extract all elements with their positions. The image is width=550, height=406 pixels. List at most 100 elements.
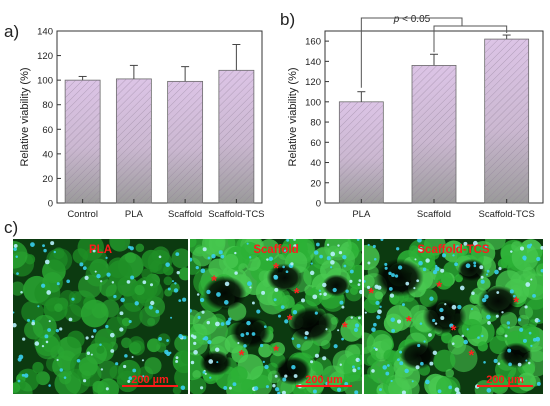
cell-nucleus xyxy=(202,247,207,252)
cell-cytoskeleton xyxy=(269,343,278,352)
cell-nucleus xyxy=(434,264,438,268)
cell-nucleus xyxy=(417,343,421,348)
cell-nucleus xyxy=(85,336,89,340)
cell-nucleus xyxy=(48,320,51,323)
y-axis-label-a: Relative viability (%) xyxy=(19,67,31,166)
cell-cytoskeleton xyxy=(517,314,530,327)
cell-nucleus xyxy=(253,386,259,391)
cell-nucleus xyxy=(203,336,209,341)
cell-nucleus xyxy=(249,256,252,259)
cell-nucleus xyxy=(182,336,187,340)
scale-bar-label: 200 µm xyxy=(305,374,343,386)
cell-nucleus xyxy=(394,274,399,278)
scaffold-pore xyxy=(230,316,271,348)
cell-nucleus xyxy=(358,359,361,362)
cell-nucleus xyxy=(165,262,170,267)
cell-cytoskeleton xyxy=(434,271,454,290)
cell-nucleus xyxy=(517,362,522,367)
pore-marker-star: * xyxy=(342,319,348,336)
cell-nucleus xyxy=(357,316,361,320)
cell-nucleus xyxy=(92,328,97,333)
cell-nucleus xyxy=(240,333,245,338)
cell-nucleus xyxy=(246,242,249,245)
cell-nucleus xyxy=(384,266,388,270)
cell-nucleus xyxy=(332,287,337,293)
cell-nucleus xyxy=(256,309,261,314)
cell-nucleus xyxy=(291,337,295,340)
cell-nucleus xyxy=(24,373,29,378)
pore-marker-star: * xyxy=(436,279,442,296)
cell-nucleus xyxy=(46,290,52,295)
cell-cytoskeleton xyxy=(441,332,453,344)
cell-nucleus xyxy=(455,245,460,249)
cell-nucleus xyxy=(280,305,285,310)
cell-nucleus xyxy=(415,365,420,370)
cell-nucleus xyxy=(190,334,194,338)
cell-nucleus xyxy=(422,267,427,272)
cell-nucleus xyxy=(481,297,487,303)
cell-nucleus xyxy=(404,368,409,374)
cell-nucleus xyxy=(473,264,477,268)
cell-nucleus xyxy=(337,244,340,247)
cell-nucleus xyxy=(126,280,131,284)
cell-nucleus xyxy=(316,242,320,247)
cell-nucleus xyxy=(388,271,392,276)
cell-nucleus xyxy=(519,327,524,332)
micrograph-label: Scaffold-TCS xyxy=(417,244,490,256)
cell-nucleus xyxy=(510,250,513,253)
cell-nucleus xyxy=(504,334,508,338)
cell-nucleus xyxy=(532,294,536,298)
cell-nucleus xyxy=(13,243,18,248)
cell-nucleus xyxy=(105,387,109,391)
cell-cytoskeleton xyxy=(190,377,207,394)
micrograph-pla xyxy=(13,239,188,394)
cell-cytoskeleton xyxy=(96,345,105,354)
cell-nucleus xyxy=(396,319,402,324)
cell-cytoskeleton xyxy=(518,323,540,346)
cell-nucleus xyxy=(215,321,220,327)
cell-nucleus xyxy=(134,301,139,306)
pore-marker-star: * xyxy=(513,294,519,311)
cell-nucleus xyxy=(59,368,63,372)
cell-nucleus xyxy=(391,273,395,278)
cell-nucleus xyxy=(387,364,390,367)
cell-cytoskeleton xyxy=(347,239,362,252)
cell-nucleus xyxy=(413,287,416,290)
cell-nucleus xyxy=(127,245,132,249)
cell-nucleus xyxy=(382,365,387,370)
cell-nucleus xyxy=(432,350,438,356)
scaffold-pore xyxy=(478,285,519,317)
cell-cytoskeleton xyxy=(190,309,201,325)
cell-nucleus xyxy=(357,283,361,286)
cell-nucleus xyxy=(45,340,49,344)
cell-nucleus xyxy=(99,343,102,347)
cell-nucleus xyxy=(178,299,182,303)
cell-nucleus xyxy=(390,379,393,383)
cell-nucleus xyxy=(314,311,318,315)
cell-nucleus xyxy=(333,344,338,349)
cell-nucleus xyxy=(319,292,322,296)
cell-nucleus xyxy=(119,311,124,316)
cell-nucleus xyxy=(30,242,35,247)
cell-nucleus xyxy=(449,323,454,328)
cell-nucleus xyxy=(56,282,60,286)
b-x-tick-label: Scaffold xyxy=(417,209,451,220)
cell-nucleus xyxy=(520,378,524,382)
cell-nucleus xyxy=(20,290,23,294)
cell-cytoskeleton xyxy=(141,268,153,280)
cell-nucleus xyxy=(507,326,510,329)
cell-nucleus xyxy=(200,386,204,390)
cell-cytoskeleton xyxy=(192,370,201,379)
cell-nucleus xyxy=(127,379,131,383)
a-x-tick-label: Scaffold-TCS xyxy=(208,209,264,220)
cell-nucleus xyxy=(423,340,426,343)
cell-cytoskeleton xyxy=(258,248,272,262)
cell-nucleus xyxy=(326,243,330,246)
b-y-tick-label: 60 xyxy=(310,138,321,149)
cell-nucleus xyxy=(17,379,21,383)
cell-nucleus xyxy=(42,244,45,248)
cell-nucleus xyxy=(211,253,216,259)
cell-cytoskeleton xyxy=(32,361,44,374)
panel-label-c: c) xyxy=(4,218,18,237)
